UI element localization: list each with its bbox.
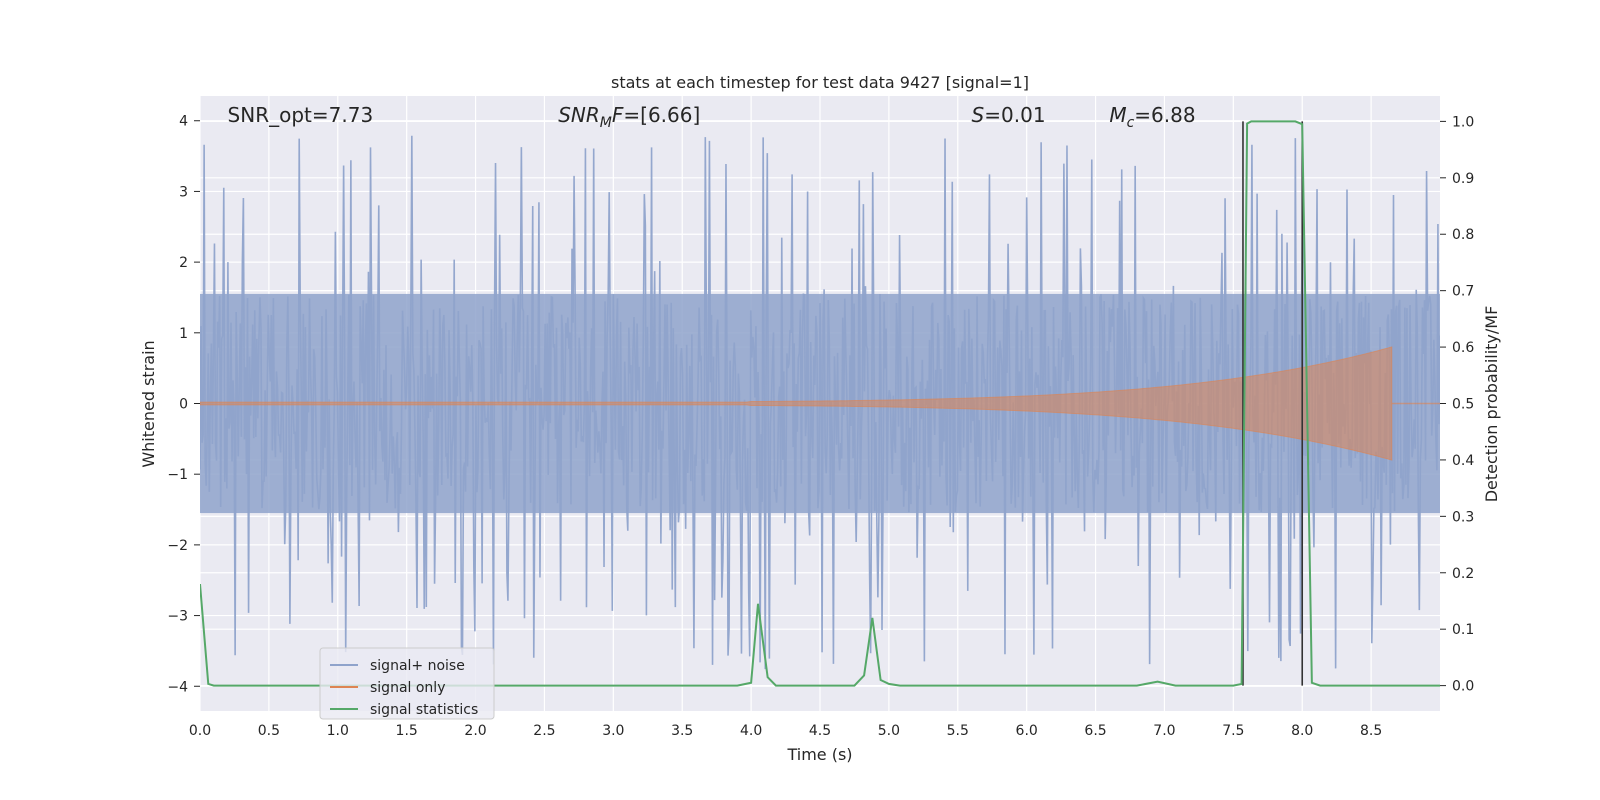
y-tick-label: −3	[167, 609, 188, 625]
annotation: Mc=6.88	[1109, 103, 1195, 131]
legend-label: signal only	[370, 680, 445, 696]
legend-box	[319, 647, 495, 720]
y-tick-label: 3	[179, 184, 188, 200]
annotations: SNR_opt=7.73 SNRMF=[6.66] S=0.01 Mc=6.88	[228, 103, 1196, 131]
annotation: S=0.01	[972, 103, 1046, 127]
x-tick-label: 3.5	[671, 723, 693, 739]
annotation: SNRMF=[6.66]	[558, 103, 700, 131]
x-tick-label: 0.0	[189, 723, 211, 739]
y2-tick-label: 0.0	[1452, 679, 1474, 695]
y-tick-label: −2	[167, 538, 188, 554]
y2-tick-label: 0.2	[1452, 566, 1474, 582]
legend-label: signal+ noise	[370, 658, 465, 674]
series-signal-statistics	[200, 120, 1440, 687]
y-tick-label: 0	[179, 397, 188, 413]
x-tick-label: 2.5	[533, 723, 555, 739]
y2-tick-label: 0.9	[1452, 171, 1474, 187]
series-layer	[200, 120, 1440, 687]
y2-tick-label: 0.1	[1452, 622, 1474, 638]
y2-tick-label: 1.0	[1452, 114, 1474, 130]
x-tick-label: 6.0	[1016, 723, 1038, 739]
x-tick-label: 6.5	[1084, 723, 1106, 739]
y2-tick-label: 0.3	[1452, 509, 1474, 525]
y2-tick-label: 0.8	[1452, 227, 1474, 243]
y2-tick-label: 0.5	[1452, 397, 1474, 413]
series-signal-only	[200, 346, 1393, 461]
y-tick-label: 4	[179, 114, 188, 130]
x-tick-label: 4.5	[809, 723, 831, 739]
x-tick-label: 8.5	[1360, 723, 1382, 739]
y2-tick-label: 0.4	[1452, 453, 1474, 469]
y2-axis-label: Detection probability/MF	[1482, 306, 1501, 503]
ticks: 0.0 0.5 1.0 1.5 2.0 2.5 3.0 3.5 4.0 4.5 5.0 5.5 6.0 6…	[167, 114, 1474, 739]
x-tick-label: 4.0	[740, 723, 762, 739]
y2-tick-label: 0.7	[1452, 284, 1474, 300]
x-tick-label: 5.5	[947, 723, 969, 739]
x-tick-label: 1.0	[327, 723, 349, 739]
annotation: SNR_opt=7.73	[228, 103, 374, 127]
legend: signal+ noise signal only signal statistic…	[319, 647, 495, 720]
x-axis-label: Time (s)	[786, 745, 852, 764]
y-tick-label: 1	[179, 326, 188, 342]
y-tick-label: −1	[167, 467, 188, 483]
x-tick-label: 1.5	[396, 723, 418, 739]
y-tick-label: −4	[167, 679, 188, 695]
y-tick-label: 2	[179, 255, 188, 271]
x-tick-label: 5.0	[878, 723, 900, 739]
x-tick-label: 3.0	[602, 723, 624, 739]
x-tick-label: 7.0	[1153, 723, 1175, 739]
x-tick-label: 2.0	[464, 723, 486, 739]
y2-tick-label: 0.6	[1452, 340, 1474, 356]
x-tick-label: 0.5	[258, 723, 280, 739]
chart-title: stats at each timestep for test data 942…	[611, 73, 1029, 92]
legend-label: signal statistics	[370, 702, 478, 718]
x-tick-label: 7.5	[1222, 723, 1244, 739]
x-tick-label: 8.0	[1291, 723, 1313, 739]
y-axis-label: Whitened strain	[139, 340, 158, 467]
